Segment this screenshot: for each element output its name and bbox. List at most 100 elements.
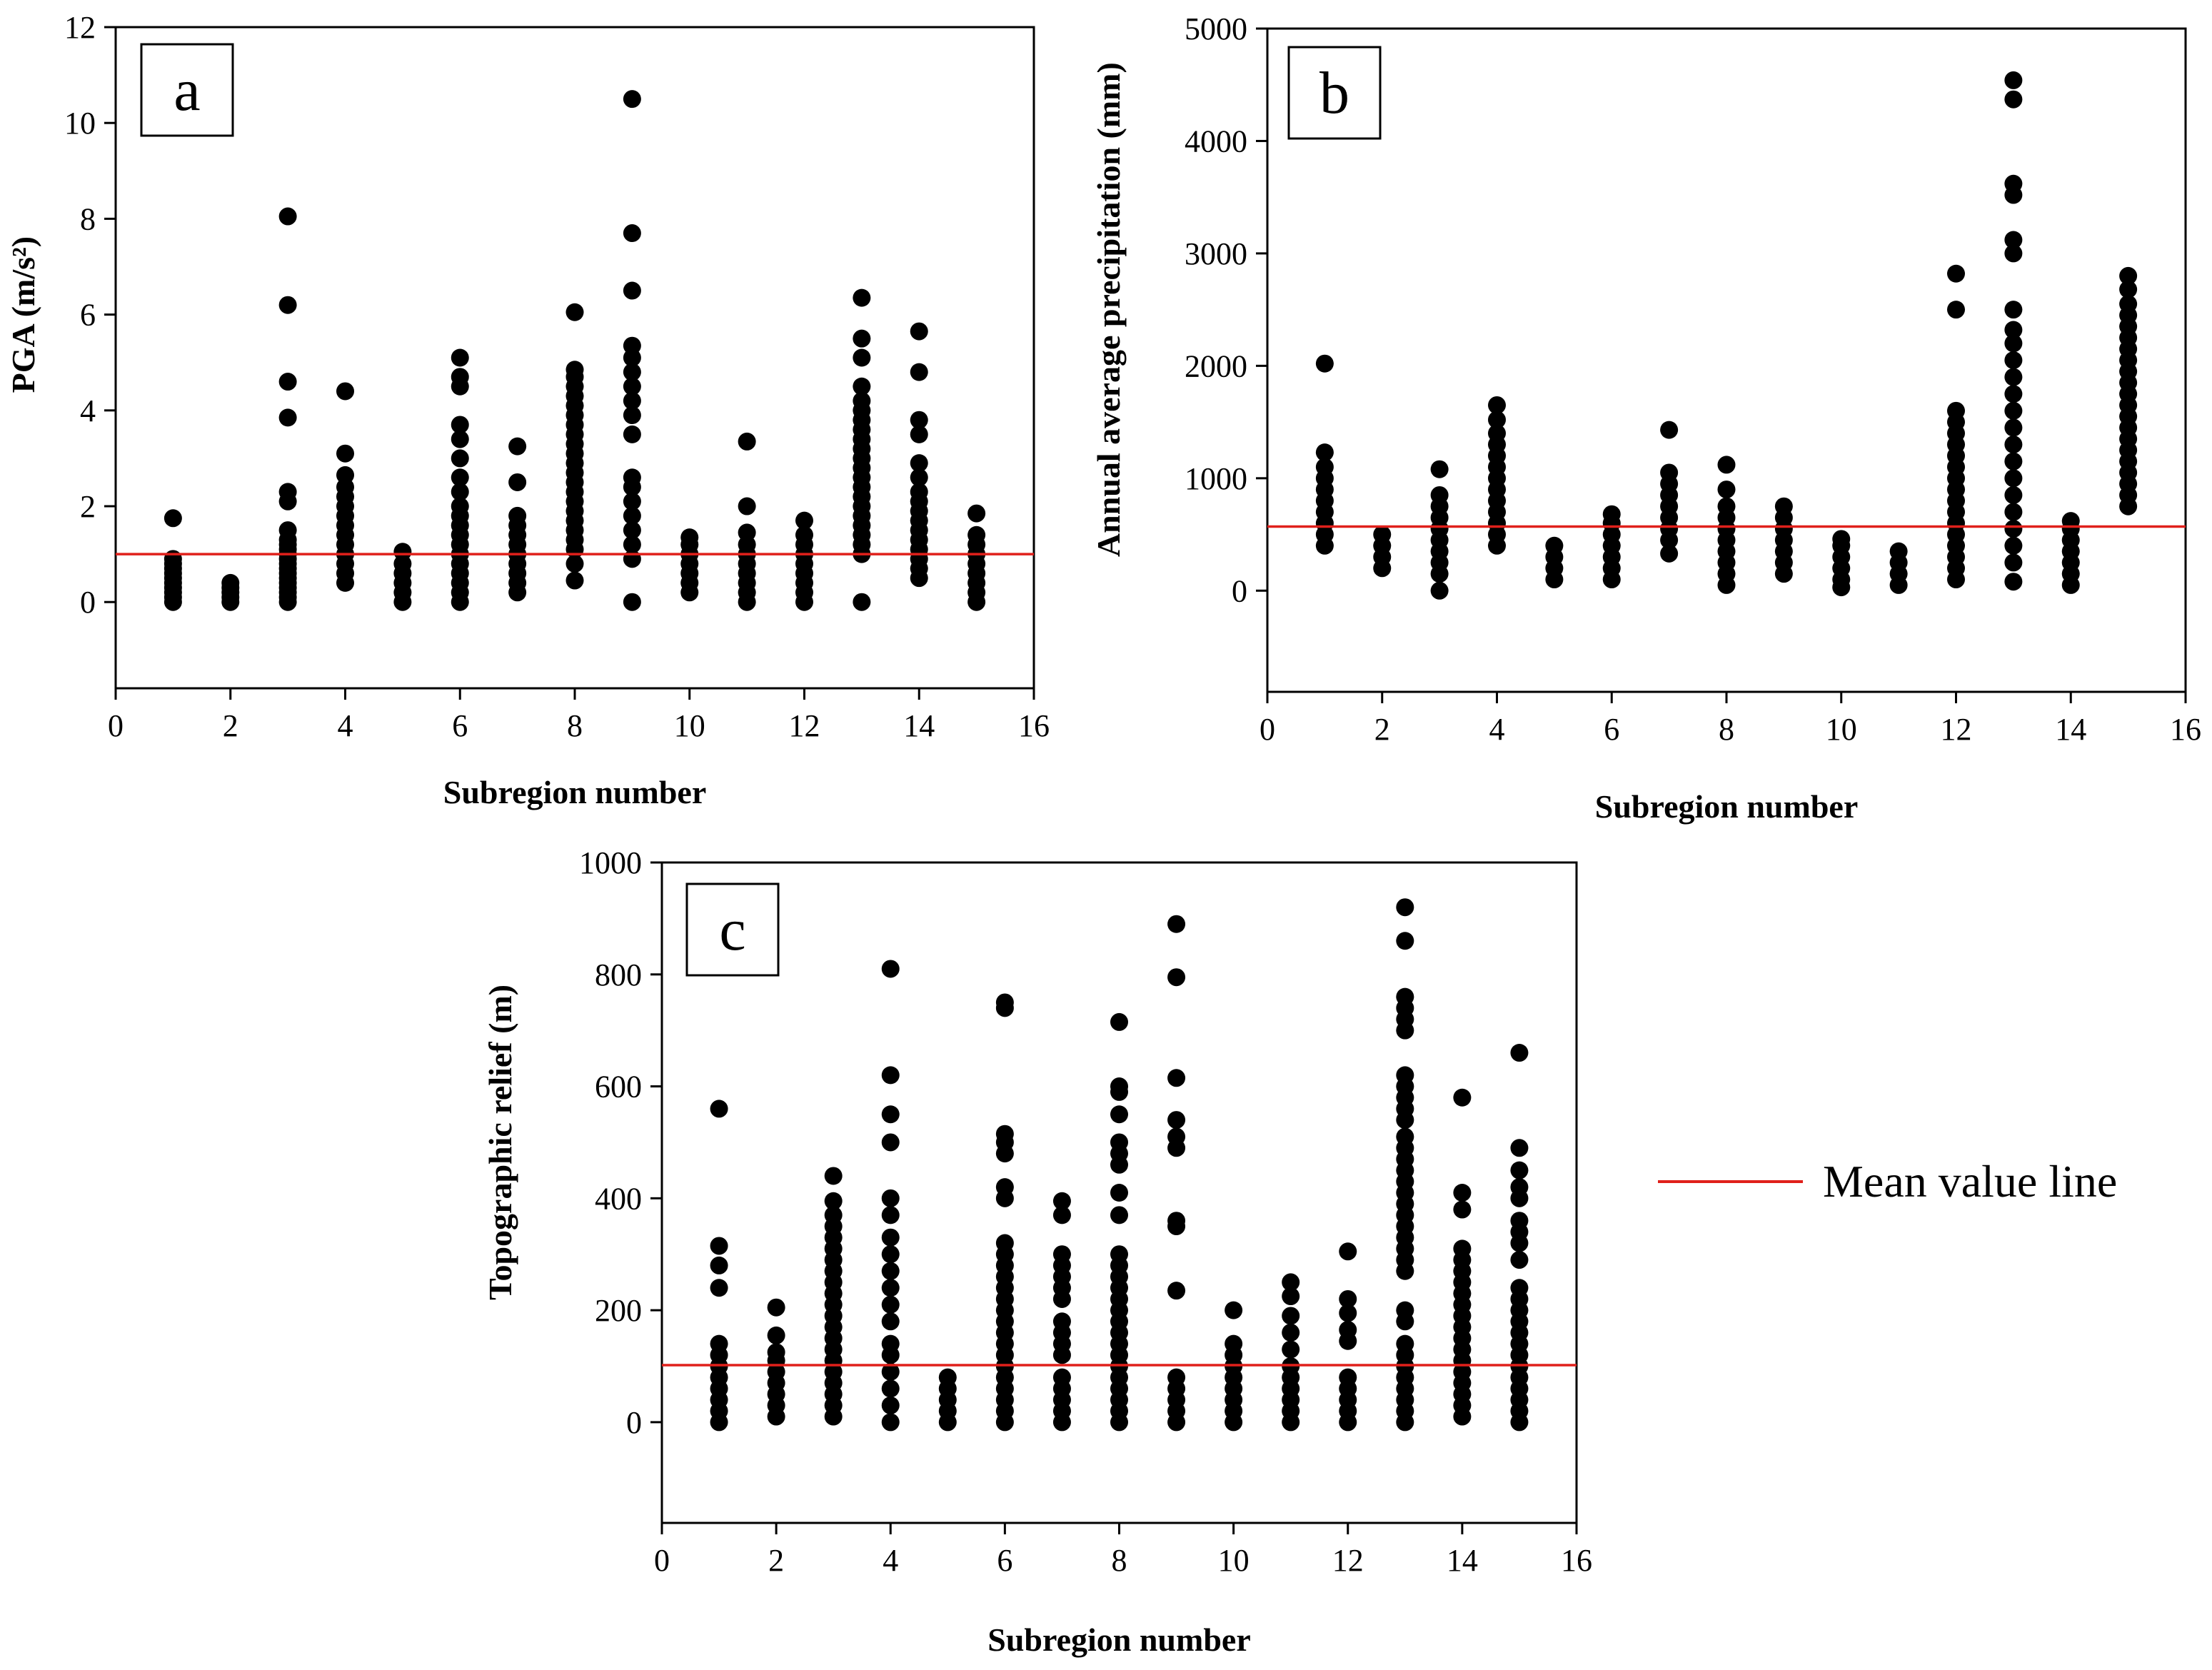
panel-a-data-point	[623, 363, 641, 381]
panel-c-data-point	[1282, 1340, 1300, 1359]
panel-b-x-tick-label: 10	[1826, 712, 1857, 747]
panel-c-y-tick-label: 200	[595, 1293, 642, 1328]
panel-c-data-point	[710, 1256, 728, 1274]
panel-c-data-point	[1110, 1133, 1128, 1152]
panel-b-data-point	[1717, 497, 1736, 515]
panel-c-data-point	[1510, 1279, 1529, 1297]
panel-b-data-point	[2004, 573, 2023, 591]
panel-b-data-point	[2004, 90, 2023, 109]
panel-c-data-point	[710, 1100, 728, 1118]
panel-b-data-point	[1488, 411, 1506, 429]
panel-a-data-point	[680, 528, 699, 547]
panel-b-y-tick-label: 5000	[1185, 11, 1247, 46]
panel-a-data-point	[910, 468, 928, 487]
panel-a-data-point	[623, 377, 641, 396]
panel-b-data-point	[2004, 321, 2023, 339]
panel-c-data-point	[881, 1206, 900, 1224]
panel-b-data-point	[1373, 525, 1392, 544]
panel-b-x-tick-label: 14	[2055, 712, 2086, 747]
panel-a-data-point	[853, 593, 871, 611]
panel-c-y-tick-label: 1000	[579, 845, 642, 880]
panel-c-data-point	[1052, 1192, 1071, 1210]
panel-a-data-point	[278, 408, 297, 427]
panel-a-data-point	[278, 483, 297, 501]
panel-b-data-point	[1315, 354, 1334, 373]
panel-c-data-point	[881, 1334, 900, 1353]
panel-c-data-point	[881, 1362, 900, 1381]
panel-a-data-point	[623, 281, 641, 300]
panel-a-data-point	[623, 521, 641, 540]
panel-a-data-point	[451, 348, 469, 367]
panel-c-data-point	[1052, 1368, 1071, 1387]
panel-b-data-point	[1889, 542, 1908, 560]
panel-c-data-point	[767, 1326, 785, 1344]
panel-b-data-point	[1947, 401, 1965, 420]
panel-a-data-point	[853, 348, 871, 367]
panel-a-x-tick-label: 6	[452, 708, 468, 743]
panel-a-data-point	[910, 425, 928, 443]
panel-a-data-point	[853, 391, 871, 410]
panel-b-data-point	[2004, 503, 2023, 521]
panel-a-data-point	[623, 391, 641, 410]
panel-a-data-point	[451, 368, 469, 386]
panel-a-data-point	[451, 416, 469, 434]
panel-c-data-point	[1339, 1304, 1357, 1322]
panel-a-x-tick-label: 10	[674, 708, 705, 743]
panel-c-data-point	[1510, 1251, 1529, 1269]
panel-b-x-tick-label: 2	[1374, 712, 1390, 747]
panel-a-data-point	[393, 543, 412, 561]
panel-b-data-point	[1602, 505, 1621, 523]
panel-a-x-tick-label: 14	[903, 708, 935, 743]
panel-c-data-point	[824, 1167, 843, 1185]
panel-c-chart: 0 2 4 6 8 10 12 14 16 0 200 400 600 800 1000 Subregion …	[482, 845, 1592, 1658]
panel-c-x-axis-title: Subregion number	[987, 1621, 1251, 1658]
panel-b-y-tick-label: 1000	[1185, 461, 1247, 496]
panel-b-data-point	[2119, 266, 2138, 285]
panel-c-data-point	[1453, 1239, 1472, 1258]
panel-c-data-point	[881, 1105, 900, 1124]
panel-c-data-point	[881, 1396, 900, 1414]
panel-b-data-point	[1545, 536, 1564, 555]
panel-c-data-point	[881, 1379, 900, 1398]
panel-a-letter-box	[140, 43, 234, 137]
panel-b-x-tick-label: 12	[1941, 712, 1972, 747]
panel-c-data-point	[1167, 1282, 1186, 1300]
panel-c-data-point	[1396, 1301, 1414, 1319]
panel-a-data-point	[565, 361, 584, 379]
panel-a-chart: 0 2 4 6 8 10 12 14 16 0 2 4 6 8 10 12 Subregion number PG…	[5, 10, 1050, 810]
panel-a-y-tick-label: 0	[80, 585, 96, 620]
panel-a-x-tick-label: 8	[567, 708, 583, 743]
panel-a-letter: a	[174, 57, 200, 124]
panel-b-x-tick-label: 8	[1719, 712, 1734, 747]
panel-b-data-point	[1660, 421, 1679, 439]
panel-c-data-point	[1167, 1368, 1186, 1387]
panel-a-x-tick-label: 4	[338, 708, 353, 743]
panel-a-data-point	[623, 90, 641, 109]
panel-a-data-point	[565, 555, 584, 573]
panel-b-data-point	[1430, 486, 1449, 504]
panel-a-data-point	[451, 497, 469, 515]
panel-b-points	[1315, 71, 2138, 600]
panel-c-data-point	[767, 1298, 785, 1317]
panel-c-data-point	[824, 1192, 843, 1210]
panel-a-data-point	[910, 363, 928, 381]
panel-c-letter-box	[685, 882, 780, 977]
panel-c-data-point	[1339, 1289, 1357, 1308]
panel-b-x-axis-title: Subregion number	[1595, 788, 1859, 825]
panel-b-data-point	[2004, 244, 2023, 263]
panel-b-data-point	[2004, 301, 2023, 319]
panel-a-data-point	[278, 207, 297, 226]
panel-a-data-point	[164, 509, 182, 528]
panel-c-data-point	[881, 1279, 900, 1297]
panel-c-data-point	[1282, 1273, 1300, 1292]
panel-c-data-point	[1167, 1127, 1186, 1146]
panel-b-data-point	[2004, 553, 2023, 572]
panel-a-data-point	[795, 525, 813, 544]
panel-b-data-point	[2004, 401, 2023, 420]
panel-b-data-point	[2004, 536, 2023, 555]
panel-c-data-point	[881, 1133, 900, 1152]
panel-b-data-point	[2004, 368, 2023, 386]
panel-c-data-point	[881, 960, 900, 978]
panel-c-data-point	[938, 1368, 957, 1387]
